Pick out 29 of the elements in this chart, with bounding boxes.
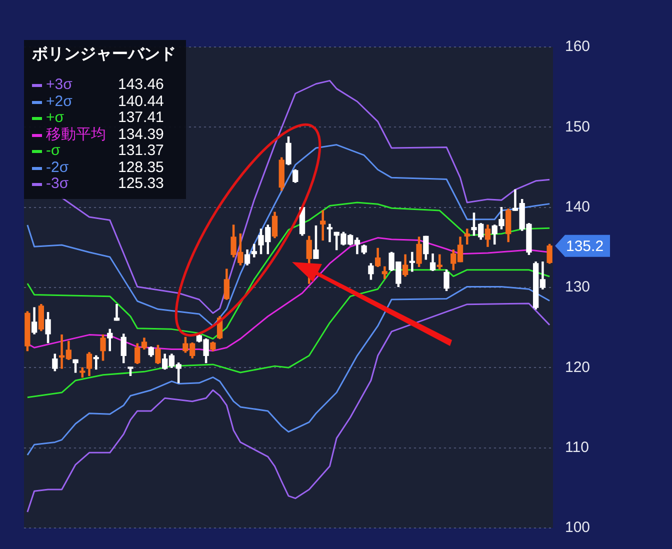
annotation: 131.37 bbox=[118, 142, 164, 160]
candlestick bbox=[436, 254, 442, 270]
y-tick-label: 120 bbox=[565, 358, 590, 376]
y-tick-label: 110 bbox=[565, 438, 589, 456]
y-tick-label: 100 bbox=[565, 519, 590, 536]
annotation: 128.35 bbox=[118, 158, 164, 176]
legend-label: +3σ bbox=[46, 76, 74, 94]
candlestick bbox=[326, 224, 333, 242]
candlestick bbox=[93, 355, 99, 370]
y-tick-label: 140 bbox=[565, 198, 590, 216]
y-tick-label: 150 bbox=[565, 118, 590, 136]
candlestick bbox=[409, 252, 415, 272]
annotation: 125.33 bbox=[118, 175, 164, 192]
annotation: 137.41 bbox=[118, 109, 164, 126]
legend-label: -3σ bbox=[46, 175, 70, 192]
legend-title: ボリンジャーバンド bbox=[32, 45, 176, 65]
legend-label: -σ bbox=[46, 142, 62, 160]
y-tick-label: 160 bbox=[565, 38, 590, 56]
annotation: 140.44 bbox=[118, 92, 164, 110]
candlestick bbox=[320, 210, 326, 241]
legend-label: +2σ bbox=[46, 92, 74, 110]
candlestick bbox=[464, 228, 470, 245]
y-tick-label: 130 bbox=[565, 278, 590, 296]
legend-label: +σ bbox=[46, 109, 66, 126]
legend-label: -2σ bbox=[46, 158, 70, 176]
annotation: 143.46 bbox=[118, 76, 164, 94]
legend-label: 移動平均 bbox=[46, 126, 107, 143]
annotation: 134.39 bbox=[118, 126, 164, 143]
text: 135.2 bbox=[566, 238, 604, 255]
